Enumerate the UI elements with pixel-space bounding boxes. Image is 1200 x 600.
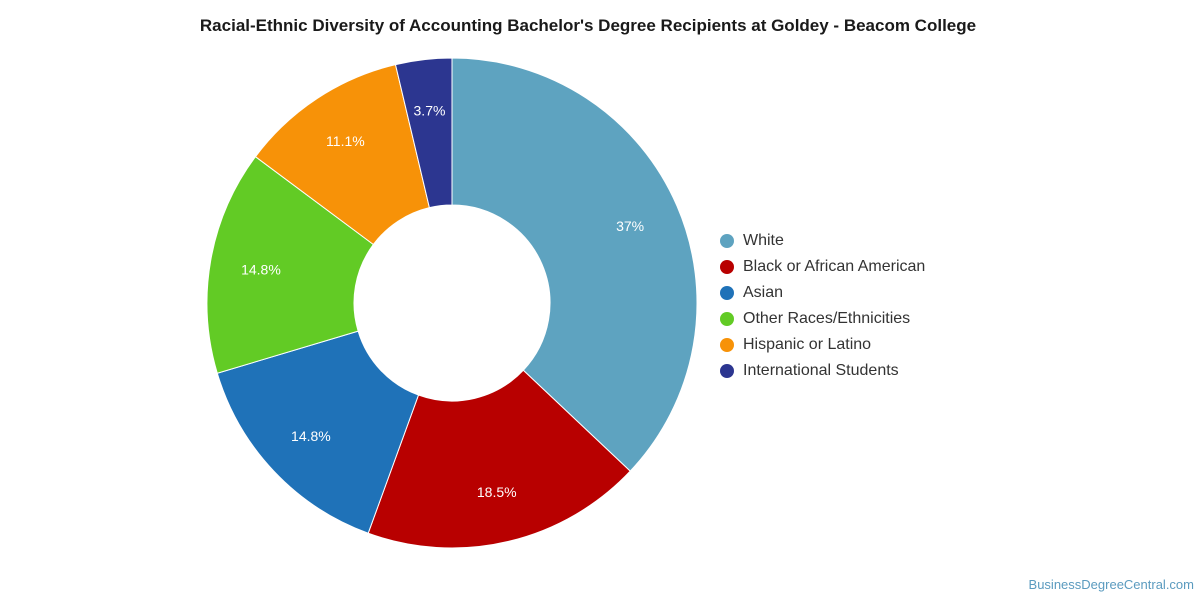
slice-other-races-ethnicities[interactable] bbox=[206, 155, 375, 374]
legend-swatch bbox=[720, 364, 734, 378]
slice-white[interactable] bbox=[451, 57, 698, 472]
slice-hispanic-or-latino[interactable] bbox=[254, 64, 431, 246]
legend-swatch bbox=[720, 286, 734, 300]
legend-item-black-or-african-american[interactable]: Black or African American bbox=[720, 254, 925, 280]
chart-title: Racial-Ethnic Diversity of Accounting Ba… bbox=[199, 16, 977, 35]
legend-item-other-races-ethnicities[interactable]: Other Races/Ethnicities bbox=[720, 306, 925, 332]
legend-label: Black or African American bbox=[743, 258, 926, 275]
slice-black-or-african-american[interactable] bbox=[367, 369, 631, 549]
legend-swatch bbox=[720, 260, 734, 274]
legend-label: International Students bbox=[743, 362, 899, 379]
slice-label-asian: 14.8% bbox=[291, 428, 331, 444]
legend-swatch bbox=[720, 312, 734, 326]
legend-label: Hispanic or Latino bbox=[743, 336, 872, 353]
legend-label: Other Races/Ethnicities bbox=[743, 310, 911, 327]
slice-label-other-races-ethnicities: 14.8% bbox=[241, 261, 281, 277]
slice-asian[interactable] bbox=[216, 330, 420, 534]
slice-label-white: 37% bbox=[616, 218, 644, 234]
legend-item-hispanic-or-latino[interactable]: Hispanic or Latino bbox=[720, 332, 925, 358]
slice-international-students[interactable] bbox=[394, 57, 453, 209]
legend-label: Asian bbox=[743, 284, 784, 301]
slice-label-hispanic-or-latino: 11.1% bbox=[326, 133, 365, 149]
legend-label: White bbox=[743, 232, 784, 249]
source-credit[interactable]: BusinessDegreeCentral.com bbox=[1028, 577, 1194, 592]
slice-label-black-or-african-american: 18.5% bbox=[477, 484, 517, 500]
slice-label-international-students: 3.7% bbox=[414, 102, 446, 118]
legend-swatch bbox=[720, 338, 734, 352]
legend-item-asian[interactable]: Asian bbox=[720, 280, 925, 306]
legend-item-international-students[interactable]: International Students bbox=[720, 358, 925, 384]
legend-item-white[interactable]: White bbox=[720, 228, 925, 254]
legend-swatch bbox=[720, 234, 734, 248]
chart-legend: White Black or African American Asian Other… bbox=[720, 228, 925, 384]
